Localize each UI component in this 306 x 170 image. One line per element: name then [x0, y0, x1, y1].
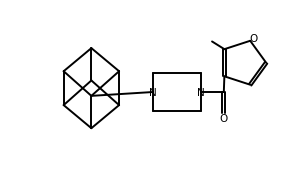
Text: O: O [249, 34, 257, 44]
Text: N: N [197, 88, 205, 98]
Text: N: N [149, 88, 157, 98]
Text: O: O [220, 114, 228, 124]
